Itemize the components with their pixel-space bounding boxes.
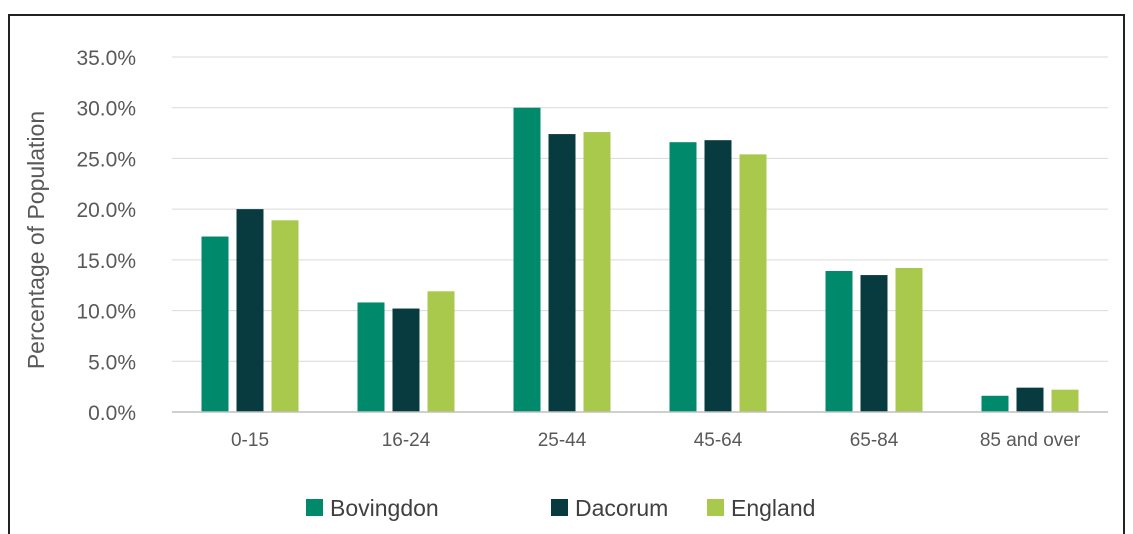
x-category-label: 65-84 [850, 430, 899, 451]
bar-bovingdon-3 [669, 142, 697, 412]
x-axis-categories: 0-15 16-24 25-44 45-64 65-84 85 and over [231, 430, 1081, 451]
x-category-label: 85 and over [980, 430, 1081, 451]
bar-england-3 [739, 154, 767, 412]
x-category-label: 16-24 [382, 430, 431, 451]
legend-swatch-bovingdon [306, 499, 323, 516]
bar-bovingdon-0 [201, 236, 229, 412]
bar-england-0 [271, 220, 299, 412]
legend-swatch-dacorum [551, 499, 568, 516]
legend: Bovingdon Dacorum England [306, 495, 815, 521]
legend-label-bovingdon: Bovingdon [330, 495, 439, 521]
y-tick-label: 25.0% [76, 148, 136, 171]
bar-bovingdon-5 [981, 395, 1009, 412]
bar-dacorum-1 [392, 308, 420, 412]
gridlines [172, 56, 1108, 362]
y-tick-label: 5.0% [88, 351, 136, 374]
y-axis-ticks: 0.0% 5.0% 10.0% 15.0% 20.0% 25.0% 30.0% 35.0% [76, 47, 136, 425]
bar-england-5 [1051, 389, 1079, 412]
bar-dacorum-5 [1016, 387, 1044, 412]
bar-dacorum-4 [860, 275, 888, 412]
bar-england-2 [583, 132, 611, 413]
y-tick-label: 0.0% [88, 402, 136, 425]
y-axis-label: Percentage of Population [23, 111, 49, 369]
bars [201, 107, 1079, 413]
legend-label-england: England [731, 495, 815, 521]
y-tick-label: 30.0% [76, 98, 136, 121]
legend-swatch-england [707, 499, 724, 516]
bar-bovingdon-4 [825, 271, 853, 412]
bar-dacorum-3 [704, 140, 732, 412]
bar-england-1 [427, 291, 455, 412]
bar-bovingdon-1 [357, 302, 385, 412]
y-tick-label: 10.0% [76, 301, 136, 324]
bar-dacorum-0 [236, 209, 264, 412]
bar-dacorum-2 [548, 134, 576, 413]
y-tick-label: 20.0% [76, 199, 136, 222]
bar-bovingdon-2 [513, 107, 541, 412]
x-category-label: 45-64 [694, 430, 743, 451]
x-category-label: 25-44 [538, 430, 587, 451]
y-tick-label: 35.0% [76, 47, 136, 70]
x-category-label: 0-15 [231, 430, 269, 451]
y-tick-label: 15.0% [76, 250, 136, 273]
bar-england-4 [895, 267, 923, 412]
legend-label-dacorum: Dacorum [575, 495, 668, 521]
